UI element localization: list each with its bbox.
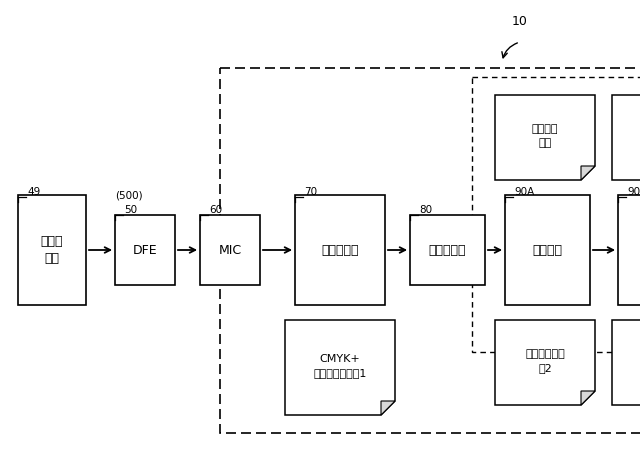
Bar bbox=[115, 215, 175, 285]
Text: ホスト
装置: ホスト 装置 bbox=[41, 235, 63, 265]
Bar bbox=[18, 195, 86, 305]
Text: クリアトナー
版2: クリアトナー 版2 bbox=[525, 349, 565, 373]
Text: MIC: MIC bbox=[218, 243, 241, 257]
Polygon shape bbox=[612, 95, 640, 180]
Bar bbox=[410, 215, 485, 285]
Text: 50: 50 bbox=[124, 205, 137, 215]
Text: CMYK+
クリアトナー版1: CMYK+ クリアトナー版1 bbox=[314, 354, 367, 377]
Text: 10: 10 bbox=[512, 15, 528, 28]
Bar bbox=[472, 77, 640, 352]
Text: DFE: DFE bbox=[132, 243, 157, 257]
Text: 80: 80 bbox=[419, 205, 432, 215]
Polygon shape bbox=[495, 320, 595, 405]
Text: グロッサー: グロッサー bbox=[429, 243, 467, 257]
Polygon shape bbox=[285, 320, 395, 415]
Text: プリンタ機: プリンタ機 bbox=[321, 243, 359, 257]
Bar bbox=[505, 195, 590, 305]
Text: 70: 70 bbox=[304, 187, 317, 197]
Polygon shape bbox=[581, 166, 595, 180]
Text: 90A: 90A bbox=[514, 187, 534, 197]
Text: 後処理機: 後処理機 bbox=[532, 243, 563, 257]
Polygon shape bbox=[612, 320, 640, 405]
Text: 90B: 90B bbox=[627, 187, 640, 197]
Text: 定着温度
通常: 定着温度 通常 bbox=[532, 125, 558, 148]
Text: (500): (500) bbox=[115, 190, 143, 200]
Text: 60: 60 bbox=[209, 205, 222, 215]
Polygon shape bbox=[581, 391, 595, 405]
Bar bbox=[618, 195, 640, 305]
Polygon shape bbox=[381, 401, 395, 415]
Text: 49: 49 bbox=[27, 187, 40, 197]
Bar bbox=[295, 195, 385, 305]
Polygon shape bbox=[495, 95, 595, 180]
Bar bbox=[220, 68, 640, 433]
Bar bbox=[200, 215, 260, 285]
